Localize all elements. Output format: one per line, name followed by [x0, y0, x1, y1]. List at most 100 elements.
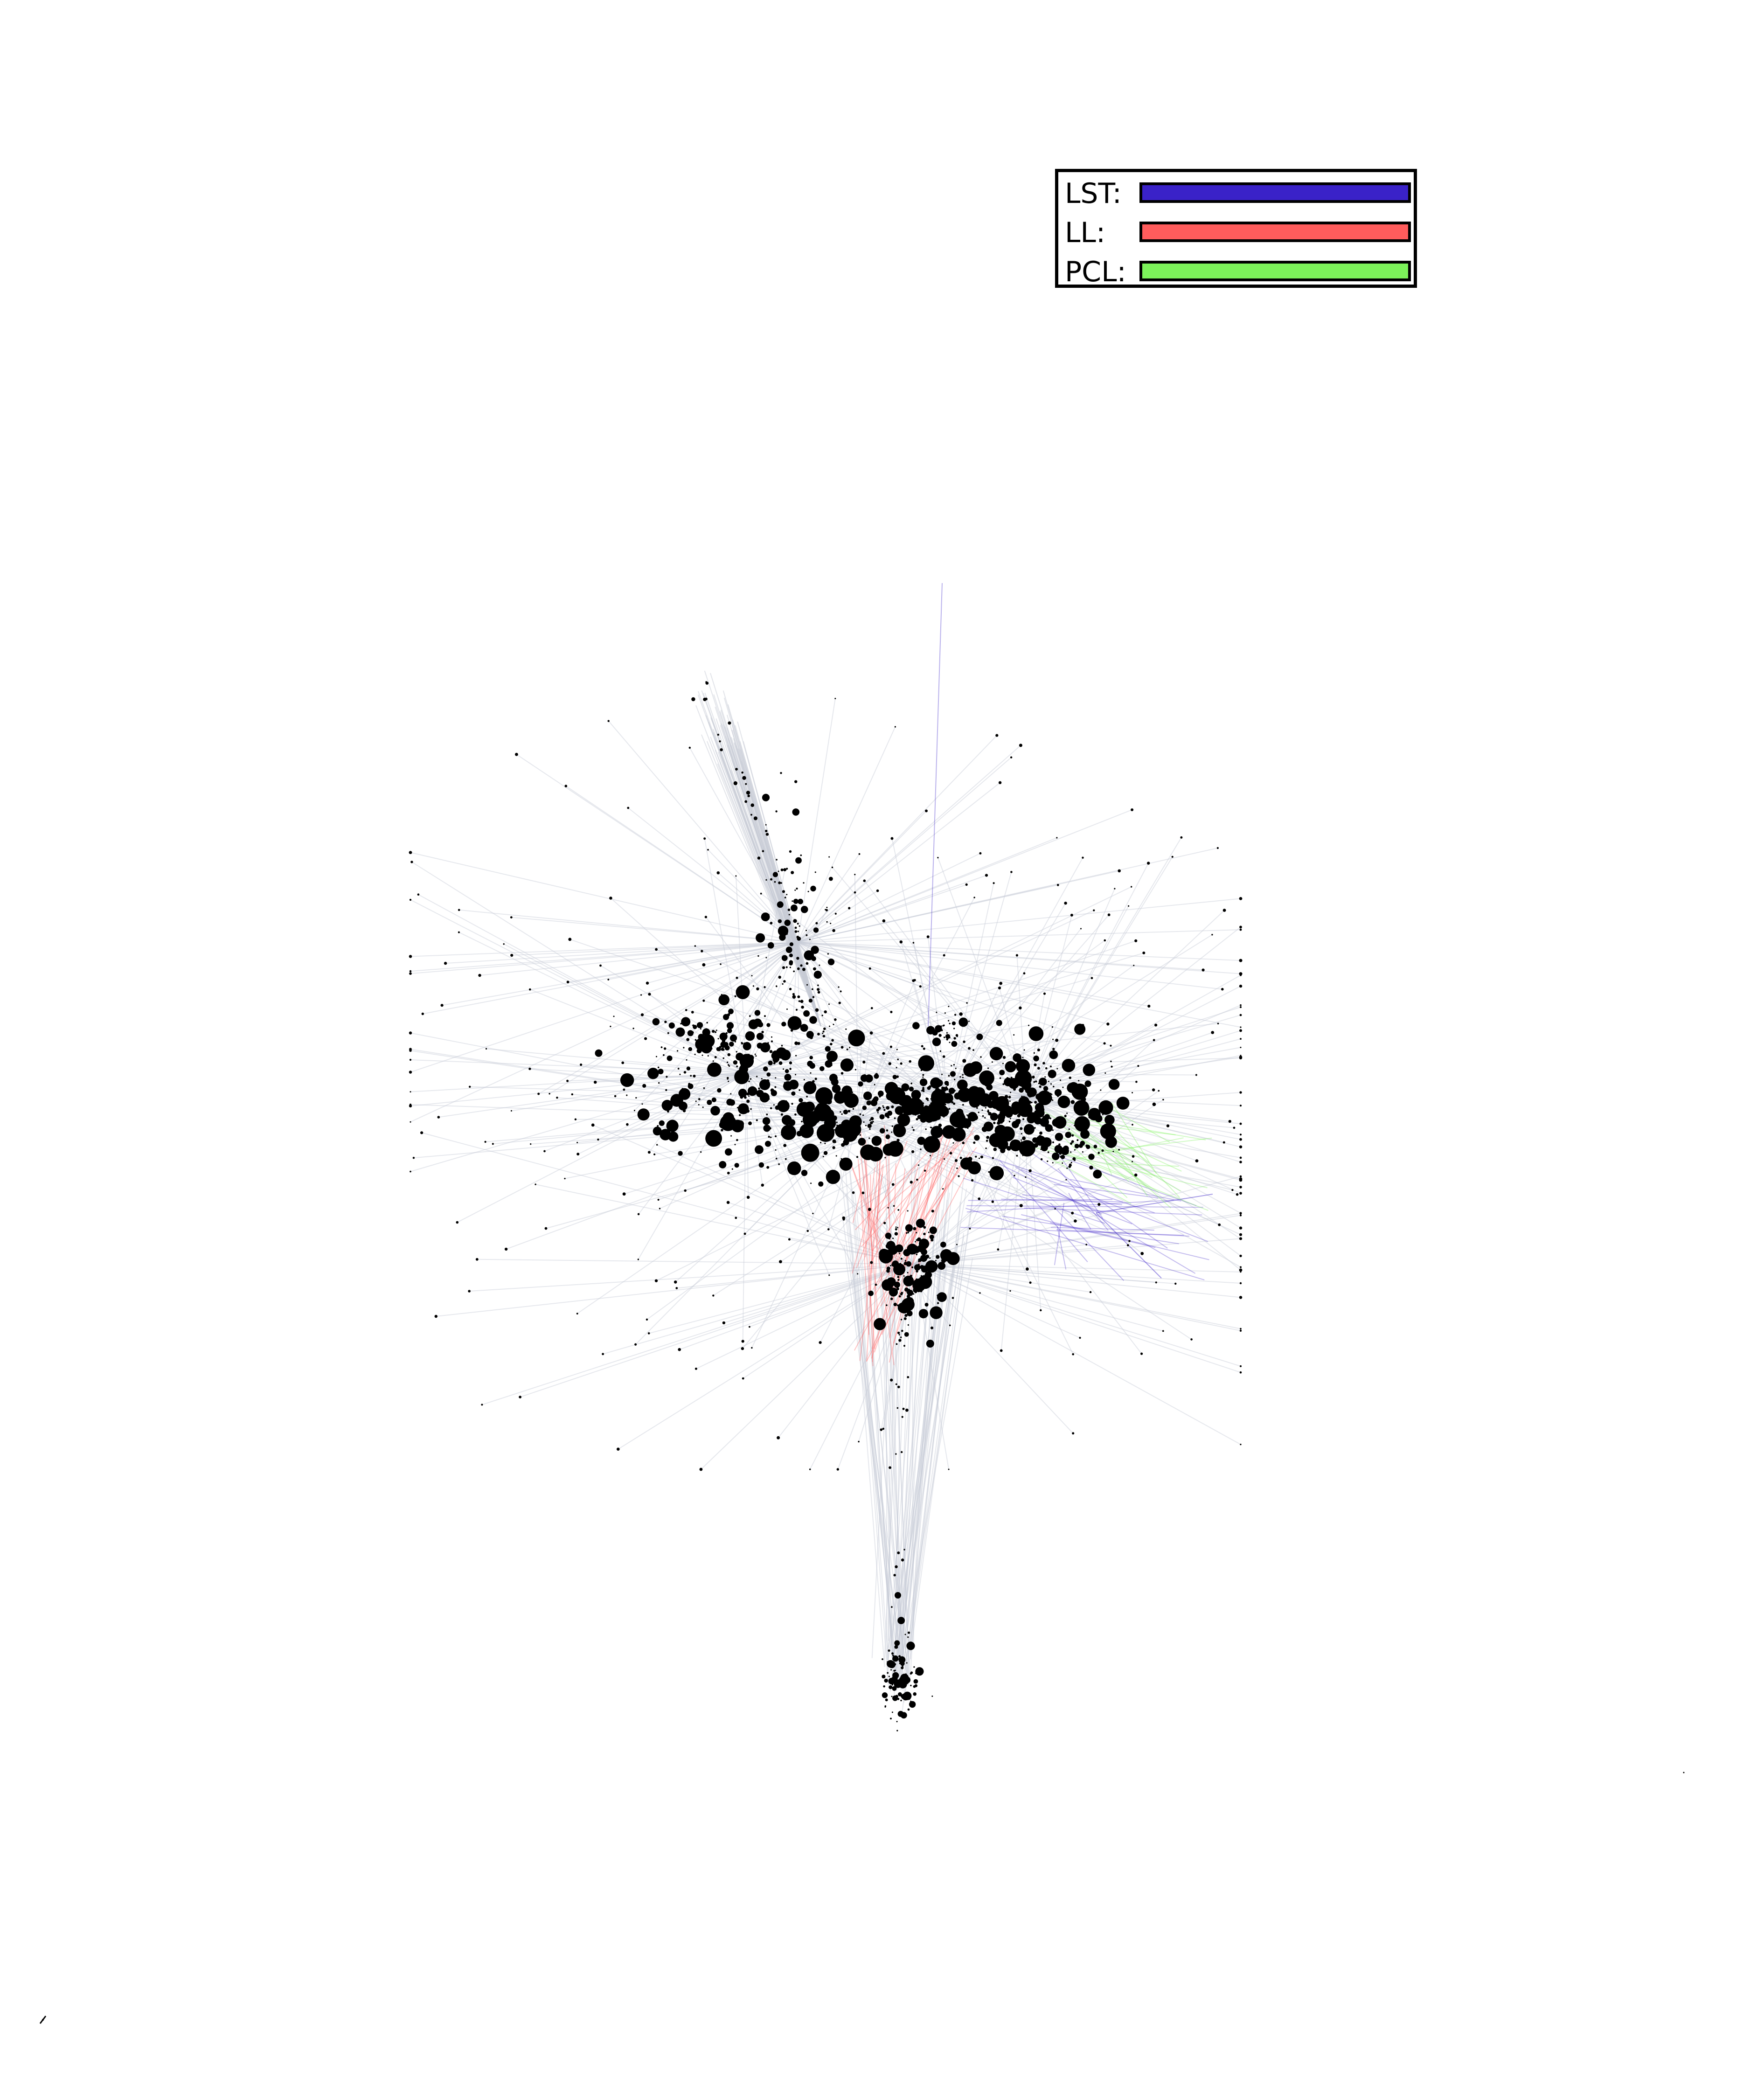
- graph-node: [712, 1029, 715, 1033]
- graph-edge: [797, 757, 1012, 943]
- graph-node: [888, 1661, 896, 1669]
- graph-node: [1083, 1064, 1096, 1076]
- graph-node: [959, 1076, 961, 1078]
- graph-node: [800, 1000, 804, 1003]
- graph-node: [872, 1098, 878, 1103]
- graph-node: [815, 922, 818, 925]
- graph-edge: [797, 890, 878, 943]
- graph-node: [621, 1061, 625, 1064]
- graph-node: [912, 1129, 915, 1131]
- graph-node: [931, 1695, 933, 1697]
- graph-node: [1015, 954, 1018, 957]
- graph-edges: [39, 583, 1241, 2024]
- graph-node: [719, 1161, 727, 1168]
- graph-edge: [946, 1100, 1142, 1354]
- graph-node: [653, 1126, 662, 1136]
- graph-node: [804, 1101, 815, 1113]
- graph-node: [1239, 1178, 1243, 1182]
- graph-node: [657, 1125, 659, 1127]
- graph-node: [948, 1075, 950, 1077]
- graph-edge: [900, 1275, 930, 1671]
- graph-node: [666, 1120, 679, 1132]
- graph-node: [918, 1238, 930, 1249]
- graph-node: [1239, 1329, 1242, 1332]
- graph-node: [992, 1103, 998, 1109]
- graph-node: [1108, 1078, 1120, 1090]
- graph-node: [782, 966, 785, 969]
- graph-edge: [1069, 1179, 1181, 1202]
- graph-node: [722, 1112, 734, 1124]
- graph-node: [1029, 1147, 1031, 1149]
- graph-edge: [841, 1213, 908, 1676]
- graph-edge: [1050, 1203, 1125, 1281]
- graph-edge: [997, 1096, 1027, 1250]
- graph-edge: [423, 942, 798, 1015]
- graph-node: [739, 1114, 741, 1116]
- graph-node: [1239, 972, 1243, 976]
- graph-node: [530, 1143, 532, 1145]
- graph-node: [969, 1096, 981, 1108]
- graph-edge: [896, 1145, 916, 1673]
- graph-node: [915, 1241, 917, 1243]
- graph-nodes: [42, 681, 1685, 2021]
- graph-node: [981, 1109, 983, 1111]
- graph-edge: [479, 942, 798, 976]
- graph-node: [1155, 1281, 1157, 1284]
- graph-node: [1068, 1165, 1071, 1168]
- graph-node: [893, 1669, 896, 1672]
- graph-node: [782, 983, 784, 985]
- graph-node: [907, 1231, 910, 1234]
- graph-node: [635, 1097, 637, 1099]
- graph-node: [1240, 1271, 1242, 1273]
- graph-node: [1034, 1143, 1038, 1148]
- graph-node: [1028, 1026, 1044, 1041]
- graph-node: [924, 1105, 929, 1111]
- graph-node: [923, 1090, 925, 1092]
- graph-node: [982, 1079, 985, 1082]
- graph-node: [1032, 1075, 1035, 1079]
- graph-node: [815, 1087, 833, 1105]
- graph-node: [1057, 1095, 1070, 1108]
- graph-node: [771, 1040, 773, 1043]
- graph-node: [1009, 1100, 1011, 1102]
- graph-node: [745, 783, 747, 785]
- graph-node: [409, 970, 412, 973]
- graph-edge: [887, 1263, 896, 1681]
- graph-node: [1073, 1100, 1090, 1116]
- graph-node: [900, 1699, 902, 1702]
- graph-node: [889, 1287, 898, 1297]
- graph-node: [882, 1658, 883, 1660]
- graph-node: [891, 1606, 893, 1608]
- graph-node: [831, 866, 833, 869]
- graph-edge: [877, 1138, 962, 1286]
- graph-edge: [869, 968, 1027, 1097]
- graph-edge: [797, 942, 1051, 1067]
- graph-node: [986, 1140, 988, 1142]
- graph-edge: [442, 942, 798, 1006]
- graph-node: [923, 1136, 940, 1153]
- graph-node: [931, 1210, 934, 1213]
- graph-node: [852, 1191, 855, 1194]
- graph-node: [716, 871, 720, 875]
- graph-node: [1043, 1123, 1047, 1127]
- graph-node: [703, 1087, 705, 1089]
- graph-edge: [843, 1217, 915, 1265]
- graph-node: [678, 1151, 683, 1156]
- graph-node: [602, 1353, 604, 1356]
- graph-edge: [746, 1072, 813, 1214]
- graph-node: [780, 868, 784, 871]
- graph-edge: [797, 745, 1021, 943]
- graph-node: [888, 1062, 892, 1065]
- graph-edge: [797, 942, 1203, 971]
- graph-node: [746, 1196, 750, 1199]
- graph-node: [979, 1157, 980, 1159]
- graph-node: [795, 857, 802, 864]
- graph-node: [1028, 1100, 1031, 1104]
- graph-edge: [1108, 1163, 1179, 1167]
- graph-edge: [854, 1190, 906, 1670]
- graph-node: [893, 1574, 896, 1577]
- graph-node: [736, 1065, 738, 1068]
- graph-node: [469, 1085, 471, 1088]
- graph-edge: [797, 726, 896, 943]
- graph-node: [949, 1022, 951, 1024]
